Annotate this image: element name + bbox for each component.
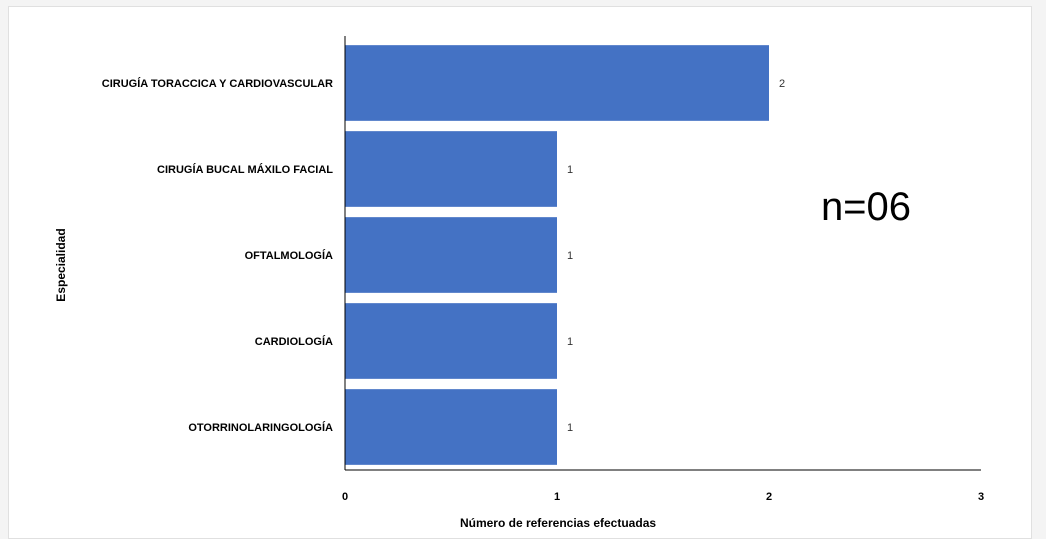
y-axis-title: Especialidad	[54, 228, 68, 301]
category-label-2: OFTALMOLOGÍA	[245, 249, 333, 262]
data-label-2: 1	[567, 250, 573, 262]
bars-group	[345, 45, 769, 465]
data-label-4: 1	[567, 422, 573, 434]
category-label-0: CIRUGÍA TORACCICA Y CARDIOVASCULAR	[102, 77, 333, 90]
x-tick-label-0: 0	[342, 491, 348, 503]
bar-0	[345, 45, 769, 121]
category-label-1: CIRUGÍA BUCAL MÁXILO FACIAL	[157, 163, 333, 176]
data-label-3: 1	[567, 336, 573, 348]
x-tick-label-3: 3	[978, 491, 984, 503]
bar-2	[345, 217, 557, 293]
bar-4	[345, 389, 557, 465]
data-label-1: 1	[567, 164, 573, 176]
bar-3	[345, 303, 557, 379]
x-tick-label-1: 1	[554, 491, 560, 503]
category-label-3: CARDIOLOGÍA	[255, 335, 333, 348]
x-tick-labels-group: 0 1 2 3	[342, 491, 984, 503]
category-label-4: OTORRINOLARINGOLOGÍA	[188, 421, 333, 434]
category-labels-group: CIRUGÍA TORACCICA Y CARDIOVASCULAR CIRUGÍ…	[102, 77, 333, 434]
x-axis-title: Número de referencias efectuadas	[460, 516, 656, 530]
sample-size-annotation: n=06	[821, 185, 911, 229]
data-labels-group: 2 1 1 1 1	[567, 78, 785, 434]
data-label-0: 2	[779, 78, 785, 90]
bar-1	[345, 131, 557, 207]
x-tick-label-2: 2	[766, 491, 772, 503]
